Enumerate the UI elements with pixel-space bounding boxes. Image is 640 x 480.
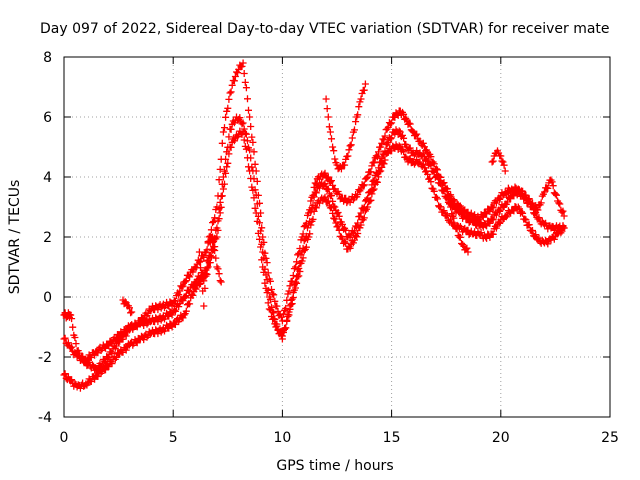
- series-trace-f: [60, 233, 225, 322]
- tick-marks: [63, 56, 611, 418]
- y-tick-label: 0: [43, 290, 52, 306]
- y-tick-label: 6: [43, 110, 52, 126]
- x-tick-label: 0: [60, 430, 69, 446]
- series-trace-d: [322, 80, 369, 173]
- y-tick-label: 8: [43, 50, 52, 66]
- y-axis-label: SDTVAR / TECUs: [7, 180, 23, 295]
- series-markers: [322, 80, 369, 173]
- series-markers: [442, 147, 509, 256]
- y-tick-label: -2: [38, 350, 52, 366]
- series-trace-b: [60, 127, 568, 392]
- x-axis-label: GPS time / hours: [276, 458, 393, 474]
- x-tick-label: 15: [383, 430, 401, 446]
- data-series: [60, 59, 568, 392]
- x-tick-label: 25: [601, 430, 619, 446]
- x-tick-label: 20: [492, 430, 510, 446]
- series-markers: [60, 233, 225, 322]
- chart-title: Day 097 of 2022, Sidereal Day-to-day VTE…: [40, 21, 610, 37]
- x-tick-label: 5: [169, 430, 178, 446]
- series-markers: [60, 127, 568, 392]
- y-tick-label: -4: [38, 410, 52, 426]
- x-tick-label: 10: [273, 430, 291, 446]
- y-tick-label: 4: [43, 170, 52, 186]
- series-trace-e: [442, 147, 509, 256]
- y-tick-label: 2: [43, 230, 52, 246]
- tick-labels: 0 5 10 15 20 25 -4 -2 0 2 4 6 8: [38, 50, 619, 446]
